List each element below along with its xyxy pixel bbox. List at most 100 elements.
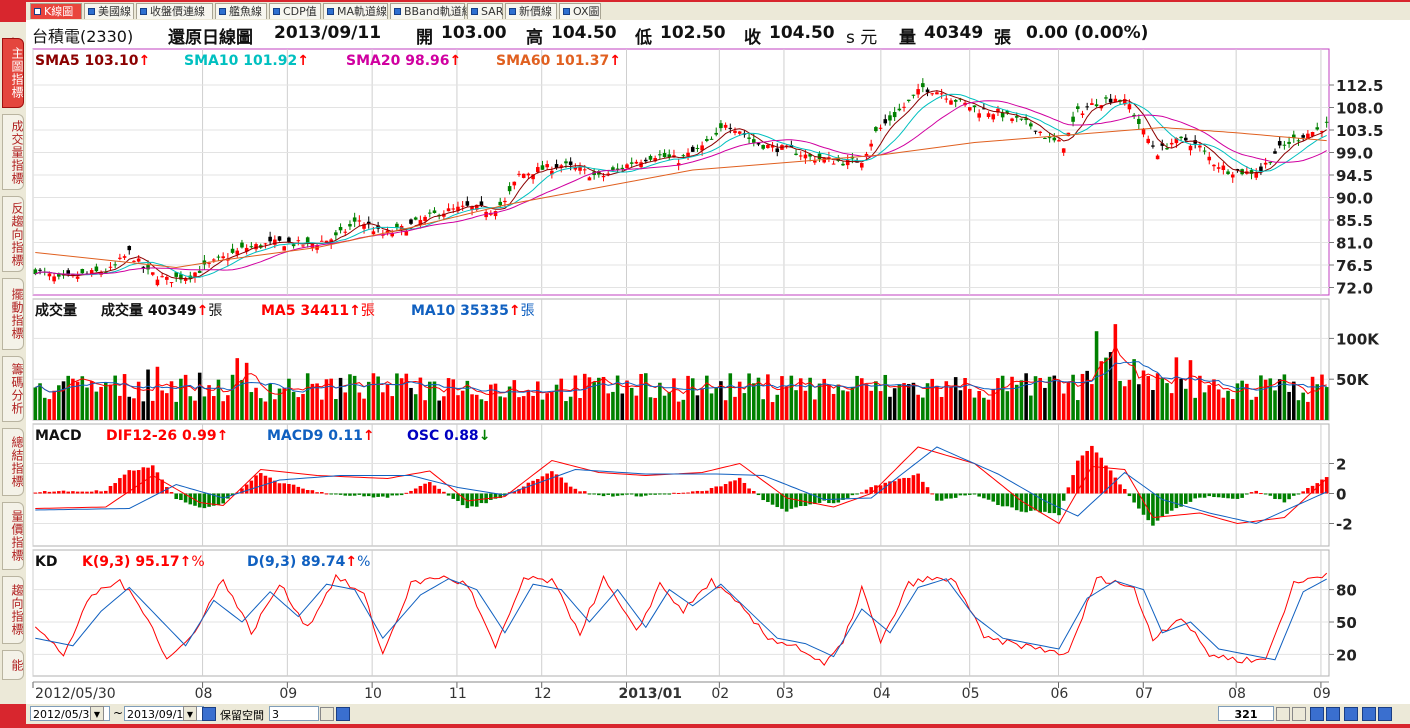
sidebar-item-9[interactable]: 能 bbox=[2, 650, 24, 680]
candle-body bbox=[52, 276, 56, 282]
candle-body bbox=[1052, 137, 1057, 141]
sidebar-item-6[interactable]: 總結指標 bbox=[2, 428, 24, 496]
sidebar-item-7[interactable]: 量價指標 bbox=[2, 502, 24, 570]
tab-1[interactable]: K線圖 bbox=[30, 3, 82, 19]
volume-bar bbox=[756, 377, 761, 420]
volume-bar bbox=[211, 396, 216, 420]
candle-body bbox=[967, 107, 972, 111]
volume-unit: 張 bbox=[994, 28, 1011, 48]
expand-icon[interactable] bbox=[1344, 707, 1358, 721]
volume-bar bbox=[1287, 391, 1291, 420]
volume-bar bbox=[761, 399, 765, 420]
volume-bar bbox=[681, 399, 686, 420]
date-from-dropdown-icon[interactable]: ▼ bbox=[90, 706, 104, 721]
candle-body bbox=[1306, 133, 1310, 139]
sidebar-item-1[interactable]: 主圖指標 bbox=[2, 38, 24, 108]
volume-bar bbox=[80, 376, 85, 420]
query-icon[interactable] bbox=[202, 707, 216, 721]
volume-bar bbox=[1221, 397, 1226, 420]
volume-bar bbox=[301, 393, 305, 420]
osc-bar bbox=[1183, 493, 1188, 504]
low-label: 低 bbox=[635, 28, 652, 48]
print-icon[interactable] bbox=[1378, 707, 1392, 721]
osc-bar bbox=[179, 493, 183, 501]
volume-bar bbox=[827, 384, 831, 420]
keep-space-input[interactable]: 3 bbox=[269, 706, 319, 721]
tab-2[interactable]: 美國線 bbox=[84, 3, 134, 19]
zoom-out-icon[interactable] bbox=[1326, 707, 1340, 721]
volume-bar bbox=[1113, 324, 1118, 420]
volume-bar bbox=[916, 394, 920, 420]
sidebar-item-5[interactable]: 籌碼分析 bbox=[2, 356, 24, 422]
osc-bar bbox=[963, 493, 967, 496]
d-line bbox=[35, 578, 1327, 661]
tab-4[interactable]: 艦魚線 bbox=[215, 3, 267, 19]
tab-5[interactable]: CDP值 bbox=[269, 3, 321, 19]
osc-bar bbox=[489, 493, 493, 500]
volume-bar bbox=[620, 393, 625, 420]
osc-bar bbox=[554, 474, 559, 494]
tab-7[interactable]: BBand軌道線 bbox=[390, 3, 473, 19]
osc-bar bbox=[667, 493, 672, 495]
osc-bar bbox=[597, 493, 601, 496]
volume-bar bbox=[1301, 392, 1305, 420]
tab-6[interactable]: MA軌道線 bbox=[323, 3, 388, 19]
candle-body bbox=[535, 167, 540, 173]
osc-bar bbox=[240, 488, 244, 494]
volume-bar bbox=[240, 380, 244, 420]
osc-bar bbox=[1122, 489, 1127, 494]
osc-bar bbox=[343, 493, 348, 496]
osc-bar bbox=[836, 493, 841, 503]
osc-bar bbox=[254, 475, 258, 494]
volume-bar bbox=[639, 373, 643, 420]
osc-bar bbox=[822, 493, 827, 501]
volume-bar bbox=[798, 378, 803, 420]
volume-bar bbox=[103, 382, 108, 420]
legend-ma10: MA10 35335↑張 bbox=[411, 303, 535, 319]
scroll-right-icon[interactable] bbox=[1292, 707, 1306, 721]
osc-bar bbox=[1029, 493, 1033, 511]
tab-9[interactable]: 新價線 bbox=[505, 3, 557, 19]
candle-body bbox=[545, 164, 549, 168]
volume-bar bbox=[564, 401, 568, 420]
candle-body bbox=[784, 145, 789, 147]
candle-body bbox=[550, 170, 554, 175]
volume-bar bbox=[160, 390, 164, 420]
volume-bar bbox=[1254, 396, 1259, 420]
x-tick-label: 09 bbox=[279, 686, 297, 702]
spin-icon[interactable] bbox=[320, 707, 334, 721]
osc-bar bbox=[827, 493, 831, 504]
volume-bar bbox=[892, 388, 897, 420]
candle-body bbox=[892, 112, 897, 118]
volume-bar bbox=[118, 395, 122, 420]
sidebar-item-2[interactable]: 成交量指標 bbox=[2, 114, 24, 190]
volume-bar bbox=[57, 385, 61, 420]
settings-icon[interactable] bbox=[336, 707, 350, 721]
volume-bar bbox=[305, 373, 310, 420]
price-change: 0.00 (0.00%) bbox=[1026, 23, 1149, 43]
osc-bar bbox=[1306, 487, 1310, 494]
osc-bar bbox=[700, 491, 704, 494]
volume-bar bbox=[127, 396, 132, 420]
tab-3[interactable]: 收盤價連線 bbox=[136, 3, 213, 19]
osc-bar bbox=[855, 493, 859, 495]
sidebar-item-3[interactable]: 反趨向指標 bbox=[2, 196, 24, 272]
date-to-dropdown-icon[interactable]: ▼ bbox=[183, 706, 197, 721]
candle-body bbox=[681, 155, 686, 157]
sidebar-item-8[interactable]: 趨向指標 bbox=[2, 576, 24, 644]
volume-bar bbox=[409, 387, 413, 420]
sidebar-item-4[interactable]: 擺動指標 bbox=[2, 278, 24, 350]
candle-body bbox=[338, 226, 343, 231]
zoom-in-icon[interactable] bbox=[1310, 707, 1324, 721]
osc-bar bbox=[944, 493, 949, 499]
osc-bar bbox=[695, 490, 700, 494]
tab-10[interactable]: OX圖 bbox=[559, 3, 601, 19]
volume-bar bbox=[188, 396, 193, 420]
osc-bar bbox=[258, 473, 263, 494]
tab-8[interactable]: SAR bbox=[467, 3, 503, 19]
candle-body bbox=[357, 220, 362, 222]
candle-body bbox=[1122, 99, 1127, 105]
shrink-icon[interactable] bbox=[1362, 707, 1376, 721]
scroll-left-icon[interactable] bbox=[1276, 707, 1290, 721]
osc-bar bbox=[1052, 493, 1057, 514]
